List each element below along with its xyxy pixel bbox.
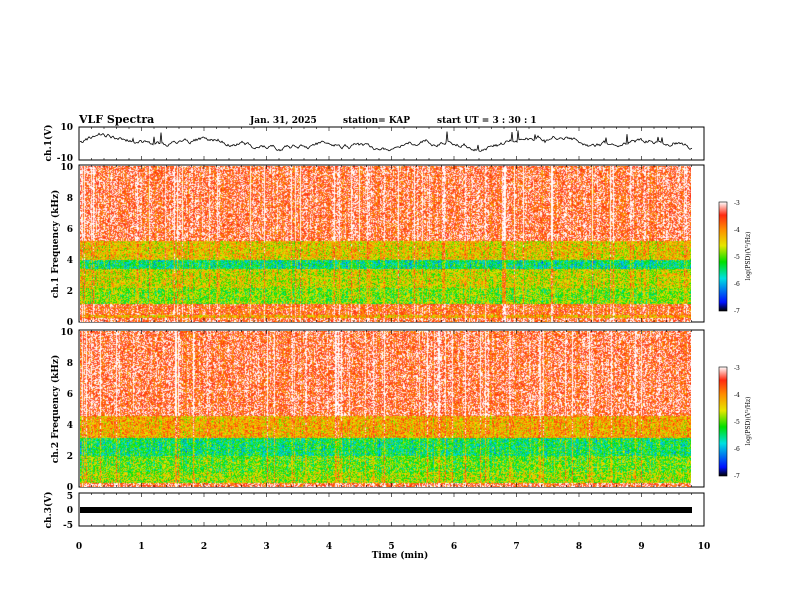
ch2-colorbar-scale <box>718 366 728 477</box>
ch1-cb-tick-5: -5 <box>734 254 740 261</box>
ch1-waveform-panel: 10 -10 ch.1(V) <box>43 123 705 164</box>
xtick-8: 8 <box>576 542 582 552</box>
ch2-colorbar-label: log(PSD)(V²/Hz) <box>745 397 752 446</box>
ch1-ytick-2: 2 <box>67 287 73 297</box>
start-time-label: start UT = 3 : 30 : 1 <box>437 116 537 126</box>
xtick-0: 0 <box>76 542 82 552</box>
ch2-spectrogram-ylabel: ch.2 Frequency (kHz) <box>50 355 61 464</box>
ch1-ytick-0: 0 <box>67 318 73 328</box>
xtick-4: 4 <box>326 542 332 552</box>
ch2-spectrogram-panel: 0 2 4 6 8 10 ch.2 Frequency (kHz) <box>50 328 705 493</box>
xtick-2: 2 <box>201 542 207 552</box>
xtick-6: 6 <box>451 542 457 552</box>
panel-tick-marks <box>78 127 705 526</box>
ch3-waveform-ylabel: ch.3(V) <box>43 492 54 529</box>
ch2-spectrogram-heatmap <box>80 331 691 487</box>
ch2-cb-tick-4: -4 <box>734 392 740 399</box>
ch2-ytick-0: 0 <box>67 483 73 493</box>
ch1-spectrogram-heatmap <box>80 166 691 322</box>
ch1-cb-tick-7: -7 <box>734 308 740 315</box>
ch3-waveform-panel: 5 0 -5 ch.3(V) <box>43 492 705 531</box>
xtick-1: 1 <box>138 542 144 552</box>
station-label: station= KAP <box>343 116 410 126</box>
xtick-10: 10 <box>698 542 711 552</box>
ch2-cb-tick-7: -7 <box>734 473 740 480</box>
xtick-9: 9 <box>638 542 644 552</box>
ch1-ytick-top: 10 <box>60 123 73 133</box>
ch1-ytick-10: 10 <box>60 163 73 173</box>
ch3-ytick-bottom: -5 <box>63 521 73 531</box>
ch3-waveform-band <box>80 507 692 513</box>
ch3-ytick-top: 5 <box>67 492 73 502</box>
ch2-colorbar: -3 -4 -5 -6 -7 log(PSD)(V²/Hz) <box>718 365 752 480</box>
ch1-spectrogram-ylabel: ch.1 Frequency (kHz) <box>50 190 61 299</box>
date-label: Jan. 31, 2025 <box>249 116 317 126</box>
ch1-cb-tick-3: -3 <box>734 200 740 207</box>
ch2-ytick-10: 10 <box>60 328 73 338</box>
xtick-3: 3 <box>263 542 269 552</box>
ch1-cb-tick-6: -6 <box>734 281 740 288</box>
ch2-ytick-6: 6 <box>67 390 73 400</box>
ch1-colorbar-label: log(PSD)(V²/Hz) <box>745 232 752 281</box>
ch2-cb-tick-5: -5 <box>734 419 740 426</box>
ch2-ytick-4: 4 <box>67 421 73 431</box>
ch1-waveform-ylabel: ch.1(V) <box>43 125 54 162</box>
ch1-waveform-line <box>79 130 693 152</box>
ch1-colorbar: -3 -4 -5 -6 -7 log(PSD)(V²/Hz) <box>718 200 752 315</box>
ch2-ytick-2: 2 <box>67 452 73 462</box>
ch2-ytick-8: 8 <box>67 359 73 369</box>
time-axis: 0 1 2 3 4 5 6 7 8 9 10 Time (min) <box>76 542 710 561</box>
ch2-cb-tick-6: -6 <box>734 446 740 453</box>
ch2-cb-tick-3: -3 <box>734 365 740 372</box>
xtick-7: 7 <box>513 542 519 552</box>
ch1-waveform-frame <box>78 126 705 161</box>
ch1-ytick-6: 6 <box>67 225 73 235</box>
ch1-cb-tick-4: -4 <box>734 227 740 234</box>
ch1-ytick-bottom: -10 <box>57 154 73 164</box>
xtick-5: 5 <box>388 542 394 552</box>
ch1-ytick-4: 4 <box>67 256 73 266</box>
ch3-ytick-mid: 0 <box>67 506 73 516</box>
ch1-ytick-8: 8 <box>67 194 73 204</box>
ch1-spectrogram-panel: 0 2 4 6 8 10 ch.1 Frequency (kHz) <box>50 163 705 328</box>
figure-title: VLF Spectra <box>78 113 154 126</box>
xaxis-label: Time (min) <box>372 550 429 561</box>
ch1-colorbar-scale <box>718 201 728 312</box>
